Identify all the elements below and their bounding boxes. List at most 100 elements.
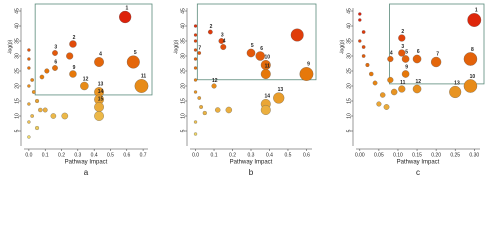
point: [211, 83, 217, 89]
point: [134, 79, 149, 93]
point: [401, 55, 410, 63]
point-label: 15: [98, 97, 104, 103]
point: [27, 84, 31, 88]
point: [30, 78, 34, 82]
x-tick-label: 0.3: [248, 152, 255, 158]
point: [358, 18, 362, 22]
point: [369, 71, 374, 77]
point: [207, 29, 213, 35]
x-tick-label: 0.30: [469, 152, 479, 158]
y-tick-label: 5: [14, 129, 20, 132]
x-tick-label: 0.4: [91, 152, 98, 158]
point: [463, 79, 478, 93]
y-tick-label: 40: [346, 23, 352, 29]
point: [361, 54, 366, 58]
point-label: 12: [83, 76, 89, 82]
point: [27, 135, 31, 139]
y-tick-label: 35: [346, 38, 352, 44]
highlight-box: [389, 3, 485, 85]
y-tick-label: 30: [180, 53, 186, 59]
x-tick-label: 0.4: [266, 152, 273, 158]
x-axis-label: Pathway Impact: [230, 160, 273, 166]
point: [390, 88, 398, 96]
point: [412, 84, 422, 94]
point: [80, 81, 89, 91]
point: [35, 98, 40, 104]
point: [27, 102, 31, 106]
point: [449, 85, 462, 99]
point: [69, 70, 77, 78]
x-tick-label: 0.20: [431, 152, 441, 158]
point: [27, 66, 31, 70]
point-label: 1: [126, 5, 129, 11]
point: [218, 38, 225, 44]
y-tick-label: 25: [14, 68, 20, 74]
y-tick-label: 25: [180, 68, 186, 74]
point: [66, 52, 74, 60]
point-label: 5: [134, 50, 137, 56]
y-tick-label: 5: [346, 129, 352, 132]
point: [193, 132, 198, 136]
point: [38, 107, 43, 113]
point: [193, 57, 198, 61]
y-tick-label: 40: [180, 23, 186, 29]
point: [467, 13, 482, 27]
point: [27, 57, 31, 61]
x-tick-label: 0.1: [211, 152, 218, 158]
highlight-box: [34, 3, 153, 96]
point: [398, 85, 406, 93]
point: [126, 55, 140, 69]
point: [119, 10, 132, 24]
point: [299, 67, 314, 81]
point: [398, 49, 406, 57]
panel-letter: b: [249, 168, 254, 177]
point-label: 7: [436, 51, 439, 57]
x-tick-label: 0.10: [393, 152, 403, 158]
point: [27, 120, 31, 124]
point: [69, 40, 77, 48]
point: [273, 92, 285, 104]
point-label: 6: [54, 60, 57, 66]
point: [387, 76, 394, 84]
y-tick-label: 20: [346, 83, 352, 89]
y-tick-label: 10: [14, 113, 20, 119]
y-tick-label: 15: [180, 98, 186, 104]
x-tick-label: 0.0: [25, 152, 32, 158]
x-tick-label: 0.00: [355, 152, 365, 158]
point: [412, 54, 422, 64]
x-tick-label: 0.2: [229, 152, 236, 158]
x-tick-label: 0.5: [284, 152, 291, 158]
point-label: 10: [470, 74, 476, 80]
point: [193, 39, 198, 43]
point: [193, 90, 198, 94]
y-tick-label: 20: [180, 83, 186, 89]
point: [290, 28, 304, 42]
point: [39, 74, 45, 80]
point: [193, 24, 198, 28]
y-tick-label: 5: [180, 129, 186, 132]
point: [197, 51, 202, 55]
point-label: 11: [141, 74, 147, 80]
point-label: 2: [401, 29, 404, 35]
point-label: 5: [251, 43, 254, 49]
point-label: 11: [265, 64, 271, 70]
x-tick-label: 0.6: [123, 152, 130, 158]
x-tick-label: 0.25: [450, 152, 460, 158]
point: [199, 105, 204, 109]
point-label: 2: [73, 35, 76, 41]
point: [27, 48, 31, 52]
point-label: 3: [221, 33, 224, 39]
y-tick-label: 35: [14, 38, 20, 44]
panel-letter: c: [416, 168, 420, 177]
x-axis-label: Pathway Impact: [397, 160, 440, 166]
point-label: 11: [400, 80, 406, 86]
point: [372, 80, 378, 86]
point: [197, 96, 202, 100]
point-label: 3: [54, 45, 57, 51]
point: [193, 66, 198, 70]
point: [193, 78, 198, 82]
point: [94, 57, 104, 67]
point: [255, 51, 265, 61]
point: [52, 50, 58, 56]
point: [94, 111, 104, 121]
